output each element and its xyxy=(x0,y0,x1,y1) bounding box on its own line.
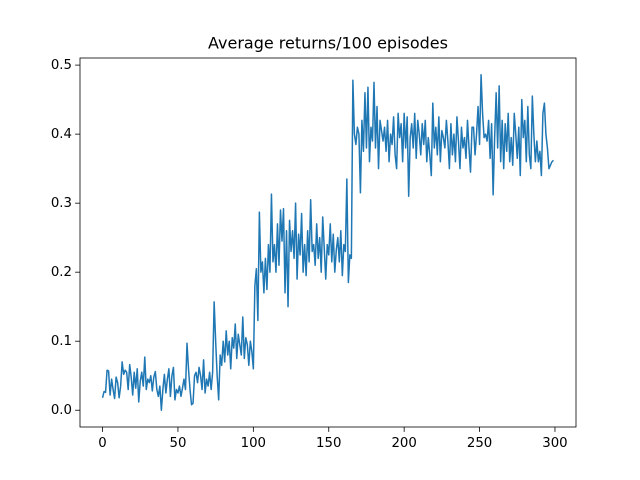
x-tick-label: 200 xyxy=(391,436,416,451)
x-tick-label: 0 xyxy=(98,436,106,451)
x-tick-label: 150 xyxy=(316,436,341,451)
y-tick-label: 0.1 xyxy=(51,334,72,349)
y-tick-label: 0.3 xyxy=(51,196,72,211)
x-tick-label: 250 xyxy=(467,436,492,451)
y-tick-label: 0.4 xyxy=(51,127,72,142)
data-line xyxy=(101,74,554,411)
axes-frame xyxy=(79,57,577,428)
x-tick-label: 50 xyxy=(169,436,186,451)
y-tick-label: 0.5 xyxy=(51,58,72,73)
x-tick-label: 100 xyxy=(241,436,266,451)
y-tick-label: 0.0 xyxy=(51,403,72,418)
y-tick-label: 0.2 xyxy=(51,265,72,280)
chart-title: Average returns/100 episodes xyxy=(208,34,448,53)
x-tick-label: 300 xyxy=(542,436,567,451)
